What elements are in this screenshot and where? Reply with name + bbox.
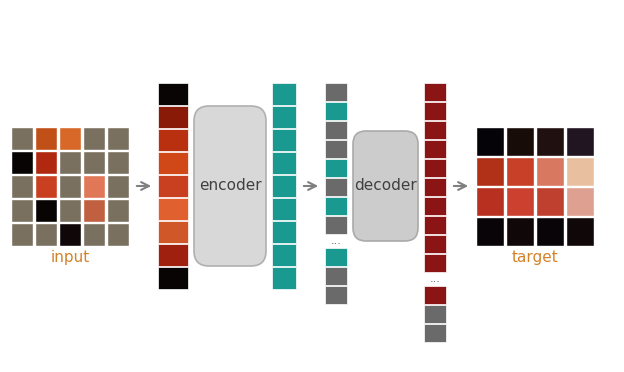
Bar xyxy=(82,175,105,198)
Bar xyxy=(158,129,188,151)
Bar xyxy=(34,175,57,198)
Text: input: input xyxy=(51,250,90,265)
Bar xyxy=(325,267,347,285)
Bar xyxy=(325,286,347,304)
Bar xyxy=(325,83,347,101)
Text: target: target xyxy=(512,250,558,265)
Bar xyxy=(424,159,446,177)
Bar xyxy=(272,83,296,105)
Bar xyxy=(272,244,296,266)
Bar xyxy=(325,159,347,177)
Bar xyxy=(565,187,594,215)
Text: encoder: encoder xyxy=(198,179,261,193)
Bar xyxy=(158,244,188,266)
Bar xyxy=(475,157,504,186)
Bar xyxy=(325,102,347,120)
Bar xyxy=(158,83,188,105)
Bar xyxy=(272,106,296,128)
Bar xyxy=(475,127,504,155)
Bar xyxy=(505,217,534,246)
Bar xyxy=(107,151,129,173)
Bar xyxy=(272,175,296,197)
Bar xyxy=(158,198,188,220)
Bar xyxy=(11,127,33,150)
Bar xyxy=(424,254,446,272)
Bar xyxy=(82,127,105,150)
Bar xyxy=(475,217,504,246)
Bar xyxy=(505,187,534,215)
Bar xyxy=(59,127,81,150)
Bar xyxy=(82,151,105,173)
Bar xyxy=(325,248,347,266)
Bar xyxy=(59,175,81,198)
Bar xyxy=(272,152,296,174)
Bar xyxy=(272,198,296,220)
Bar xyxy=(158,152,188,174)
Bar xyxy=(107,223,129,246)
Text: ...: ... xyxy=(429,274,441,284)
Bar xyxy=(424,197,446,215)
Bar xyxy=(11,175,33,198)
Bar xyxy=(34,199,57,221)
Bar xyxy=(158,221,188,243)
FancyBboxPatch shape xyxy=(194,106,266,266)
Bar xyxy=(424,235,446,253)
Bar xyxy=(535,127,564,155)
Bar xyxy=(158,106,188,128)
Bar xyxy=(565,157,594,186)
Bar xyxy=(107,199,129,221)
Bar xyxy=(475,187,504,215)
Bar xyxy=(59,199,81,221)
Bar xyxy=(325,140,347,158)
Bar xyxy=(59,151,81,173)
Bar xyxy=(505,157,534,186)
Bar xyxy=(11,151,33,173)
Bar xyxy=(424,216,446,234)
Bar xyxy=(11,223,33,246)
Bar xyxy=(82,223,105,246)
Bar xyxy=(424,102,446,120)
Bar xyxy=(424,121,446,139)
Bar xyxy=(505,127,534,155)
Bar xyxy=(107,175,129,198)
Bar xyxy=(535,157,564,186)
Bar xyxy=(158,175,188,197)
Bar xyxy=(11,199,33,221)
Bar xyxy=(34,127,57,150)
Bar xyxy=(424,140,446,158)
Bar xyxy=(424,178,446,196)
Bar xyxy=(325,121,347,139)
Text: decoder: decoder xyxy=(354,179,417,193)
Bar xyxy=(272,221,296,243)
Bar xyxy=(565,127,594,155)
Bar xyxy=(59,223,81,246)
Bar xyxy=(325,216,347,234)
Bar xyxy=(34,151,57,173)
Bar xyxy=(82,199,105,221)
Bar xyxy=(158,267,188,289)
Bar xyxy=(34,223,57,246)
Bar xyxy=(424,83,446,101)
Bar xyxy=(424,305,446,323)
Bar xyxy=(565,217,594,246)
Bar xyxy=(325,178,347,196)
Bar xyxy=(272,129,296,151)
Bar xyxy=(535,187,564,215)
Bar xyxy=(325,197,347,215)
Bar xyxy=(107,127,129,150)
Bar xyxy=(424,324,446,342)
Bar xyxy=(424,286,446,304)
Text: ...: ... xyxy=(331,236,341,246)
FancyBboxPatch shape xyxy=(353,131,418,241)
Bar xyxy=(535,217,564,246)
Bar xyxy=(272,267,296,289)
